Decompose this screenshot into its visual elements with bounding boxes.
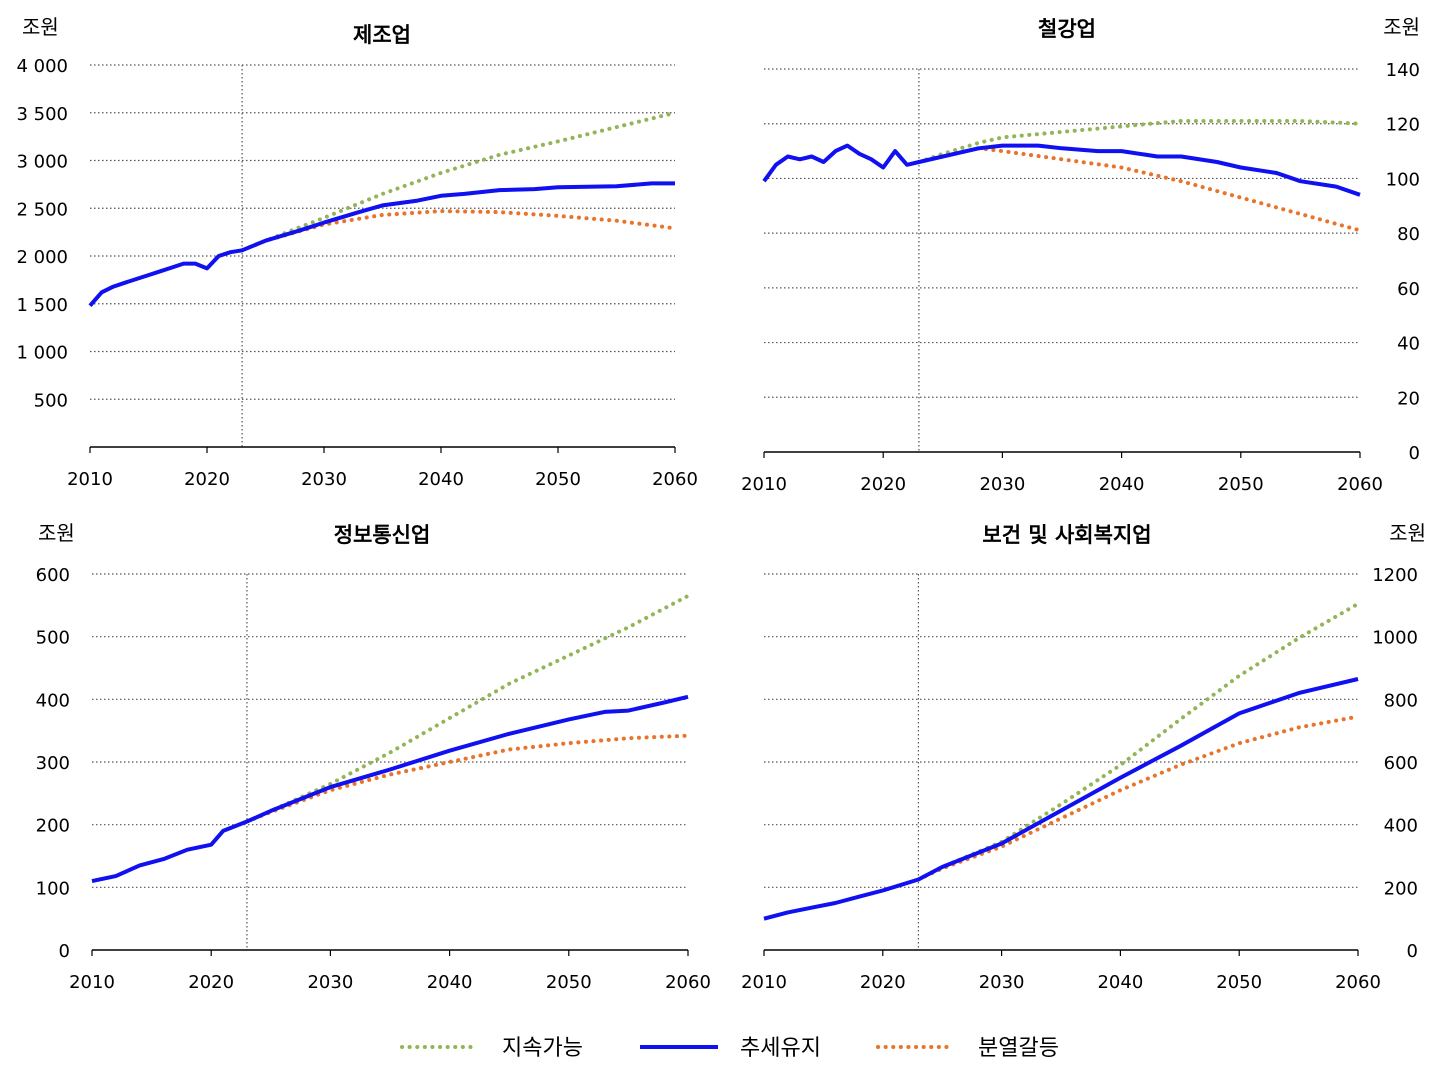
x-tick-label: 2060 <box>1337 474 1383 495</box>
y-tick-label: 100 <box>36 878 70 899</box>
y-tick-label: 1200 <box>1372 565 1418 586</box>
x-tick-label: 2010 <box>67 469 113 490</box>
x-tick-label: 2060 <box>652 469 698 490</box>
series-line-trend <box>91 694 689 884</box>
panel-steel: 철강업 조원 2010 2020 2030 2040 2050 2060020406080… <box>741 15 1420 495</box>
y-tick-label: 1 000 <box>16 343 68 364</box>
y-tick-label: 80 <box>1397 224 1420 245</box>
y-tick-label: 3 500 <box>16 104 68 125</box>
x-tick-label: 2010 <box>741 474 787 495</box>
y-tick-label: 200 <box>36 816 70 837</box>
y-tick-label: 100 <box>1386 169 1420 190</box>
legend-item-trend: 추세유지 <box>640 1036 821 1061</box>
y-tick-label: 3 000 <box>16 152 68 173</box>
series-line-sustainable <box>245 593 690 824</box>
x-tick-label: 2060 <box>665 972 711 993</box>
y-tick-label: 140 <box>1386 60 1420 81</box>
x-tick-label: 2020 <box>188 972 234 993</box>
y-tick-label: 1 500 <box>16 295 68 316</box>
x-tick-label: 2020 <box>860 972 906 993</box>
x-tick-label: 2050 <box>535 469 581 490</box>
legend-label: 추세유지 <box>740 1036 821 1061</box>
y-tick-label: 4 000 <box>16 56 68 77</box>
y-tick-label: 0 <box>59 941 70 962</box>
y-tick-label: 400 <box>1384 816 1418 837</box>
y-tick-label: 300 <box>36 753 70 774</box>
y-tick-label: 0 <box>1409 443 1420 464</box>
y-tick-label: 2 000 <box>16 247 68 268</box>
x-tick-label: 2040 <box>418 469 464 490</box>
y-tick-label: 200 <box>1384 878 1418 899</box>
panel-ict: 정보통신업 조원 2010 2020 2030 2040 2050 2060 0 100 200… <box>36 521 711 993</box>
y-tick-label: 600 <box>1384 753 1418 774</box>
legend-label: 분열갈등 <box>978 1036 1059 1061</box>
legend-item-sustainable: 지속가능 <box>400 1036 583 1061</box>
y-tick-label: 600 <box>36 565 70 586</box>
x-tick-label: 2040 <box>427 972 473 993</box>
series-line-fragmented <box>245 733 690 824</box>
y-unit-label: 조원 <box>38 521 75 545</box>
x-tick-label: 2060 <box>1335 972 1381 993</box>
y-tick-label: 60 <box>1397 279 1420 300</box>
y-tick-label: 400 <box>36 690 70 711</box>
y-tick-label: 120 <box>1386 115 1420 136</box>
x-tick-label: 2050 <box>1216 972 1262 993</box>
series-line-trend <box>762 143 1361 197</box>
series-line-sustainable <box>916 601 1360 882</box>
y-tick-label: 800 <box>1384 690 1418 711</box>
x-tick-label: 2030 <box>979 972 1025 993</box>
x-tick-label: 2020 <box>860 474 906 495</box>
y-tick-label: 40 <box>1397 334 1420 355</box>
panel-manufacturing: 제조업 조원 2010 2020 2030 2040 2050 2060 500 1 000 1… <box>16 15 697 490</box>
legend-item-fragmented: 분열갈등 <box>876 1036 1059 1061</box>
legend-label: 지속가능 <box>502 1036 583 1061</box>
x-tick-label: 2040 <box>1099 474 1145 495</box>
x-tick-label: 2030 <box>307 972 353 993</box>
y-tick-label: 500 <box>34 390 68 411</box>
chart-title: 제조업 <box>353 23 411 47</box>
series-line-sustainable <box>917 119 1362 164</box>
y-tick-label: 2 500 <box>16 199 68 220</box>
y-unit-label: 조원 <box>22 15 59 39</box>
chart-title: 보건 및 사회복지업 <box>982 523 1151 547</box>
x-tick-label: 2030 <box>979 474 1025 495</box>
series-line-fragmented <box>917 146 1362 233</box>
series-line-trend <box>88 181 675 308</box>
x-tick-label: 2040 <box>1097 972 1143 993</box>
x-tick-label: 2050 <box>1218 474 1264 495</box>
y-tick-label: 20 <box>1397 388 1420 409</box>
series-line-fragmented <box>240 209 677 253</box>
chart-title: 정보통신업 <box>334 523 431 547</box>
y-unit-label: 조원 <box>1389 521 1426 545</box>
y-unit-label: 조원 <box>1383 15 1420 39</box>
legend: 지속가능 추세유지 분열갈등 <box>400 1036 1059 1061</box>
y-tick-label: 1000 <box>1372 628 1418 649</box>
series-line-fragmented <box>916 714 1360 882</box>
chart-title: 철강업 <box>1038 17 1096 41</box>
x-tick-label: 2030 <box>301 469 347 490</box>
x-tick-label: 2010 <box>741 972 787 993</box>
panel-health-welfare: 보건 및 사회복지업 조원 2010 2020 2030 2040 2050 2060 0 2… <box>741 521 1426 993</box>
x-tick-label: 2020 <box>184 469 230 490</box>
x-tick-label: 2010 <box>69 972 115 993</box>
x-tick-label: 2050 <box>546 972 592 993</box>
y-tick-label: 0 <box>1407 941 1418 962</box>
y-tick-label: 500 <box>36 628 70 649</box>
series-line-trend <box>763 677 1359 921</box>
